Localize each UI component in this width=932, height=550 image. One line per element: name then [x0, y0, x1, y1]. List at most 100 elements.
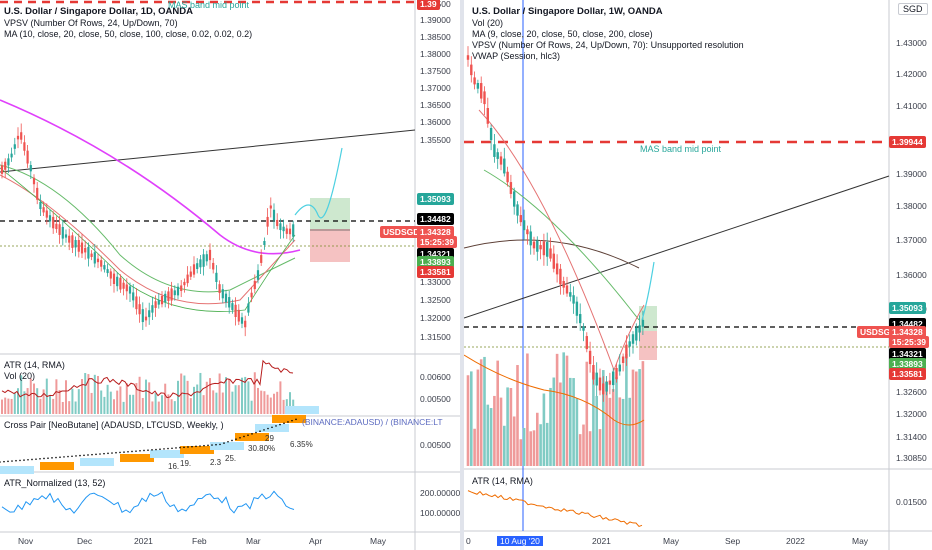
- cross-pair-dot: [287, 421, 289, 423]
- long-position-target[interactable]: [310, 198, 350, 229]
- cross-pair-dot: [195, 445, 197, 448]
- candle-body: [240, 317, 244, 324]
- right-price-tick: 1.38000: [896, 201, 927, 211]
- volume-bar: [106, 384, 109, 414]
- trend-line[interactable]: [0, 129, 416, 173]
- cross-pair-dot: [59, 456, 61, 459]
- long-position-stop[interactable]: [639, 331, 657, 360]
- left-chart-canvas[interactable]: [0, 0, 460, 550]
- cross-pair-dot: [179, 446, 181, 449]
- volume-bar: [631, 369, 635, 466]
- candle-body: [42, 207, 45, 213]
- candle-body: [575, 301, 579, 316]
- cross-pair-box: [235, 433, 269, 441]
- volume-bar: [638, 369, 641, 466]
- candle-body: [569, 292, 572, 297]
- right-price-tag[interactable]: USDSGD: [857, 326, 900, 338]
- candle-body: [45, 210, 48, 218]
- candle-body: [618, 364, 621, 372]
- volume-bar: [635, 371, 638, 466]
- volume-bar: [578, 434, 582, 466]
- left-price-tag[interactable]: 1.33893: [417, 256, 454, 268]
- left-price-tag[interactable]: 1.35093: [417, 193, 454, 205]
- left-price-tag[interactable]: 1.34328: [417, 226, 454, 238]
- candle-body: [496, 152, 499, 159]
- cross-pair-dot: [251, 433, 253, 435]
- candle-body: [192, 264, 196, 275]
- right-price-tick: 1.41000: [896, 101, 927, 111]
- cross-pair-dot: [63, 456, 65, 458]
- projection-path[interactable]: [641, 261, 655, 321]
- volume-bar: [141, 397, 144, 414]
- candle-body: [157, 300, 160, 305]
- right-price-tag[interactable]: 1.33893: [889, 358, 926, 370]
- volume-bar: [196, 384, 199, 414]
- right-price-tick: 1.31400: [896, 432, 927, 442]
- right-price-tag[interactable]: 1.34328: [889, 326, 926, 338]
- volume-bar: [552, 377, 556, 466]
- right-price-tick: 1.36000: [896, 270, 927, 280]
- volume-bar: [100, 390, 103, 414]
- currency-selector[interactable]: SGD: [898, 3, 928, 15]
- candle-body: [141, 309, 144, 323]
- candle-body: [631, 334, 635, 344]
- candle-body: [532, 241, 536, 249]
- projection-path[interactable]: [294, 147, 343, 219]
- volume-bar: [269, 397, 272, 414]
- long-position-stop[interactable]: [310, 229, 350, 262]
- ma-20-line: [478, 109, 645, 372]
- right-x-label-2022: 2022: [786, 536, 805, 546]
- volume-bar: [225, 377, 227, 414]
- candle-body: [612, 371, 615, 386]
- candle-body: [608, 380, 612, 385]
- volume-bar: [628, 397, 631, 466]
- right-price-tag[interactable]: 1.33581: [889, 368, 926, 380]
- candle-body: [253, 280, 256, 290]
- right-x-label-0: 0: [466, 536, 471, 546]
- right-x-label-2021: 2021: [592, 536, 611, 546]
- candle-body: [585, 336, 588, 350]
- right-price-tag[interactable]: 1.34321: [889, 348, 926, 360]
- left-price-tag[interactable]: 1.33581: [417, 266, 454, 278]
- volume-bar: [618, 397, 622, 466]
- candle-body: [582, 326, 585, 331]
- candle-body: [526, 229, 529, 235]
- right-price-tag[interactable]: 15:25:39: [889, 336, 930, 348]
- cross-pair-dot: [19, 459, 21, 462]
- candle-body: [480, 83, 483, 99]
- volume-bar: [177, 380, 179, 414]
- right-price-tag[interactable]: 1.35093: [889, 302, 926, 314]
- volume-bar: [58, 390, 61, 414]
- volume-bar: [545, 422, 549, 466]
- candle-body: [476, 82, 480, 89]
- candle-body: [215, 272, 218, 282]
- left-price-tag[interactable]: USDSGD: [380, 226, 423, 238]
- right-x-label-date-marker[interactable]: 10 Aug '20: [497, 536, 543, 546]
- left-price-tag[interactable]: 1.34482: [417, 213, 454, 225]
- layout-splitter[interactable]: [460, 0, 464, 550]
- volume-bar: [575, 398, 579, 466]
- right-indicator-vol: Vol (20): [472, 18, 504, 28]
- candle-body: [224, 293, 228, 303]
- volume-bar: [602, 370, 605, 466]
- volume-bar: [164, 383, 167, 414]
- volume-bar: [93, 374, 96, 414]
- volume-bar: [151, 401, 154, 414]
- right-price-tag[interactable]: 1.39944: [889, 136, 926, 148]
- volume-bar: [1, 399, 3, 414]
- volume-bar: [170, 399, 173, 414]
- volume-bar: [483, 356, 486, 466]
- left-price-tag[interactable]: 15:25:39: [417, 236, 458, 248]
- trend-line[interactable]: [464, 175, 890, 319]
- candle-body: [186, 274, 189, 284]
- candle-body: [228, 297, 231, 308]
- right-chart-canvas[interactable]: [464, 0, 932, 550]
- volume-bar: [536, 412, 539, 466]
- candle-body: [61, 226, 64, 239]
- candle-body: [10, 153, 13, 158]
- volume-bar: [138, 376, 141, 414]
- left-price-tag[interactable]: 1.39: [417, 0, 440, 10]
- candle-body: [292, 224, 295, 237]
- cross-pair-box: [210, 442, 244, 450]
- cross-pair-dot: [135, 450, 137, 452]
